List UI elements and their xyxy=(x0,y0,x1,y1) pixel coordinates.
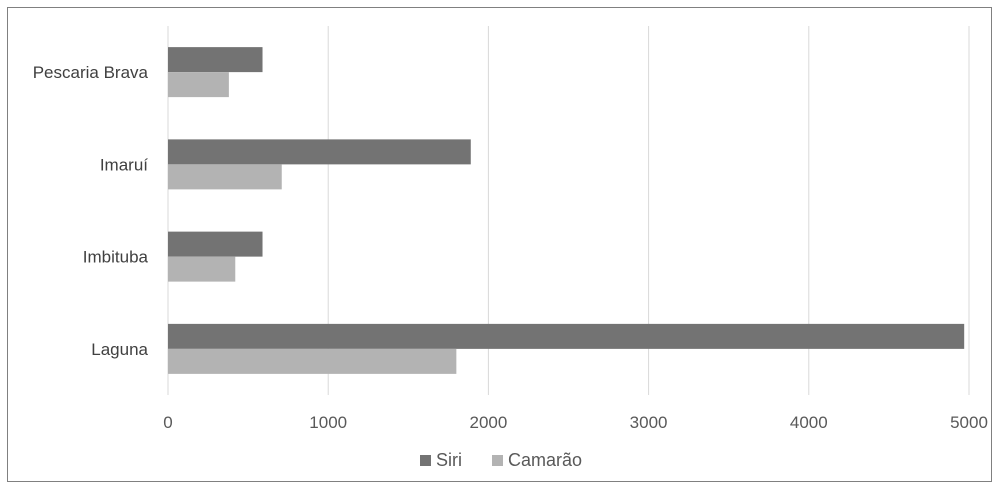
x-tick-label: 2000 xyxy=(469,413,507,432)
bar-camarão-2 xyxy=(168,256,236,282)
bar-camarão-1 xyxy=(168,164,282,190)
bar-camarão-3 xyxy=(168,348,457,374)
bar-camarão-0 xyxy=(168,72,229,98)
legend-label-camarão: Camarão xyxy=(508,450,582,470)
labels: 0 1000 2000 3000 4000 5000 Pescaria Brava Imaru… xyxy=(33,63,988,432)
bars xyxy=(168,47,965,374)
bar-siri-0 xyxy=(168,47,263,73)
legend: Siri Camarão xyxy=(420,450,582,470)
category-label: Laguna xyxy=(91,340,148,359)
x-tick-label: 0 xyxy=(163,413,172,432)
bar-siri-2 xyxy=(168,231,263,257)
category-label: Pescaria Brava xyxy=(33,63,149,82)
x-tick-label: 5000 xyxy=(950,413,988,432)
legend-swatch-camarão xyxy=(492,455,503,466)
bar-siri-3 xyxy=(168,323,965,349)
x-tick-label: 4000 xyxy=(790,413,828,432)
legend-swatch-siri xyxy=(420,455,431,466)
category-label: Imbituba xyxy=(83,248,149,267)
x-tick-label: 1000 xyxy=(309,413,347,432)
x-tick-label: 3000 xyxy=(630,413,668,432)
legend-label-siri: Siri xyxy=(436,450,462,470)
bar-siri-1 xyxy=(168,139,471,165)
category-label: Imaruí xyxy=(100,155,148,174)
